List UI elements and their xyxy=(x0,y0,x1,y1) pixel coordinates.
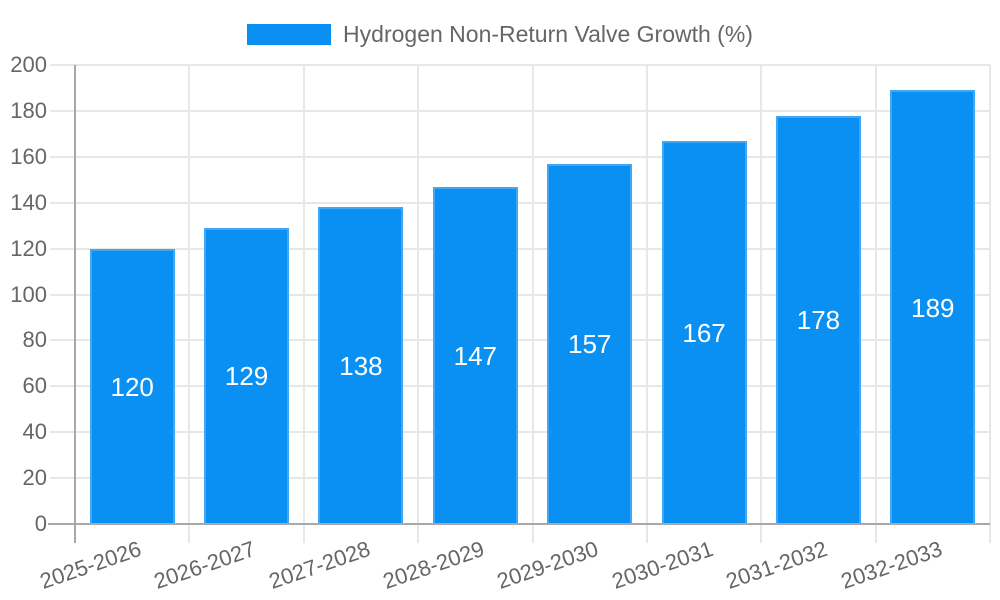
bar-value-label: 178 xyxy=(796,305,841,336)
x-tick-label: 2029-2030 xyxy=(494,536,602,594)
y-tick-label: 200 xyxy=(10,52,47,77)
bar-value-label: 129 xyxy=(224,361,269,392)
bar-value-label: 138 xyxy=(339,351,383,382)
y-tick-label: 60 xyxy=(22,373,47,399)
bar-value-label: 189 xyxy=(911,292,955,323)
v-gridline xyxy=(874,65,877,543)
x-tick-label: 2027-2028 xyxy=(265,536,374,594)
h-gridline xyxy=(50,64,990,66)
bar-value-label: 147 xyxy=(453,340,497,371)
v-gridline xyxy=(188,65,191,543)
y-tick-label: 0 xyxy=(34,511,47,536)
y-tick-label: 160 xyxy=(10,143,47,169)
x-axis-line xyxy=(48,523,990,525)
h-gridline xyxy=(50,155,990,158)
v-gridline xyxy=(417,65,420,543)
x-tick-label: 2025-2026 xyxy=(36,536,145,594)
bar-value-label: 157 xyxy=(567,329,612,360)
h-gridline xyxy=(50,247,990,250)
h-gridline xyxy=(50,293,990,296)
y-tick-label: 80 xyxy=(22,327,47,353)
bar[interactable]: 167 xyxy=(661,140,747,524)
y-tick-label: 100 xyxy=(10,281,47,307)
x-tick-label: 2030-2031 xyxy=(608,536,717,594)
bar[interactable]: 147 xyxy=(432,186,518,524)
h-gridline xyxy=(50,339,990,342)
x-tick-label: 2026-2027 xyxy=(151,536,259,594)
y-tick-label: 140 xyxy=(10,189,47,215)
y-tick-label: 20 xyxy=(22,465,47,491)
bar-value-label: 167 xyxy=(682,317,726,348)
v-gridline xyxy=(989,65,991,543)
y-tick-label: 180 xyxy=(10,97,47,123)
legend-label: Hydrogen Non-Return Valve Growth (%) xyxy=(343,21,753,47)
x-tick-label: 2031-2032 xyxy=(722,536,831,594)
y-axis-line xyxy=(74,65,76,543)
bar[interactable]: 189 xyxy=(890,90,976,524)
h-gridline xyxy=(50,385,990,388)
bar[interactable]: 157 xyxy=(547,163,633,524)
legend-item[interactable]: Hydrogen Non-Return Valve Growth (%) xyxy=(247,21,753,48)
legend: Hydrogen Non-Return Valve Growth (%) xyxy=(0,21,1000,48)
bar-value-label: 120 xyxy=(110,371,154,402)
x-tick-label: 2028-2029 xyxy=(379,536,488,594)
h-gridline xyxy=(50,431,990,434)
legend-color-swatch xyxy=(247,24,332,45)
x-tick-label: 2032-2033 xyxy=(837,536,945,594)
bar[interactable]: 178 xyxy=(775,115,861,524)
plot-area: 120 129 138 147 157 167 178 189 xyxy=(48,64,991,543)
v-gridline xyxy=(302,65,305,543)
v-gridline xyxy=(531,65,534,543)
h-gridline xyxy=(50,477,990,480)
y-tick-label: 40 xyxy=(22,419,47,445)
bar[interactable]: 138 xyxy=(318,207,404,524)
bar[interactable]: 120 xyxy=(89,248,175,524)
y-tick-label: 120 xyxy=(10,235,47,261)
v-gridline xyxy=(645,65,648,543)
bar[interactable]: 129 xyxy=(204,227,290,524)
h-gridline xyxy=(50,109,990,112)
v-gridline xyxy=(760,65,763,543)
h-gridline xyxy=(50,201,990,204)
